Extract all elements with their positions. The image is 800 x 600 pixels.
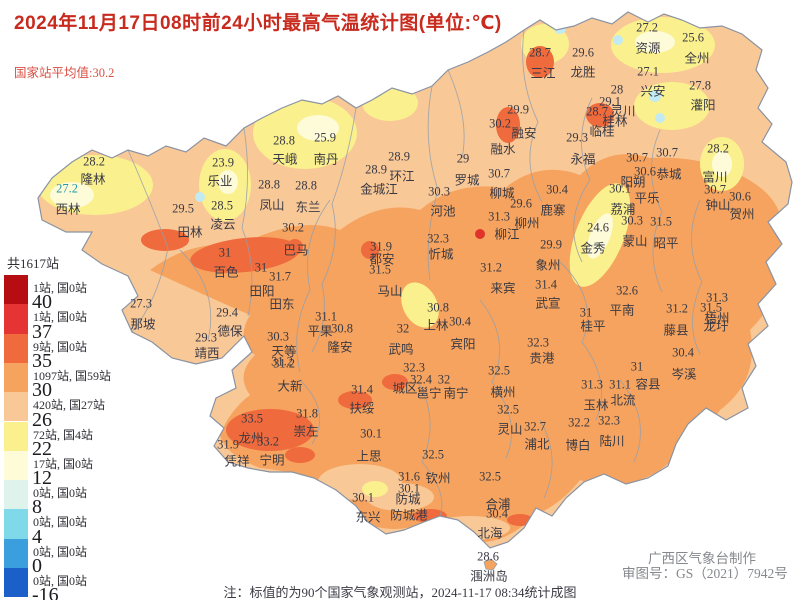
legend-boundary-value: 30: [32, 379, 52, 402]
legend-boundary-value: 40: [32, 291, 52, 314]
page-title: 2024年11月17日08时前24小时最高气温统计图(单位:℃): [14, 13, 502, 34]
legend-color-swatch: [4, 450, 28, 481]
legend-station-count: 72站, 国4站: [33, 427, 94, 442]
legend-station-count: 0站, 国0站: [33, 515, 88, 530]
legend-station-count: 0站, 国0站: [33, 486, 88, 501]
province-outline: [37, 11, 793, 549]
footnote: 注：标值的为90个国家气象观测站，2024-11-17 08:34统计成图: [223, 585, 577, 600]
legend-station-count: 1站, 国0站: [33, 310, 88, 325]
legend-color-swatch: [4, 421, 28, 451]
legend-station-count: 0站, 国0站: [33, 574, 88, 588]
legend-station-count: 420站, 国27站: [33, 398, 106, 413]
legend-station-count: 1097站, 国59站: [33, 368, 112, 383]
legend-color-swatch: [4, 509, 28, 539]
legend-boundary-value: 0: [32, 555, 42, 577]
legend-boundary-value: 4: [32, 525, 42, 548]
legend-station-count: 17站, 国0站: [33, 456, 94, 471]
legend-boundary-value: 22: [32, 437, 52, 460]
legend-boundary-value: 8: [32, 496, 42, 519]
legend-station-count: 9站, 国0站: [33, 339, 88, 354]
legend-color-swatch: [4, 568, 28, 598]
legend-color-swatch: [4, 304, 28, 334]
credit-map-approval-number: 审图号：GS（2021）7942号: [622, 566, 788, 581]
legend-station-count: 0站, 国0站: [33, 544, 88, 559]
legend-total-stations: 共1617站: [7, 256, 60, 271]
legend-boundary-value: 35: [32, 349, 52, 372]
legend-color-swatch: [4, 362, 28, 393]
legend-boundary-value: 12: [32, 467, 52, 490]
legend-station-count: 1站, 国0站: [33, 281, 88, 295]
legend-boundary-value: -16: [32, 584, 59, 600]
credit-producer: 广西区气象台制作: [648, 551, 756, 566]
legend-boundary-value: 37: [32, 320, 52, 343]
legend-boundary-value: 26: [32, 408, 52, 431]
weizhou-island: [483, 558, 498, 571]
national-average-label: 国家站平均值:30.2: [14, 66, 115, 80]
legend-color-swatch: [4, 538, 28, 568]
legend-color-swatch: [4, 392, 28, 422]
legend-color-swatch: [4, 275, 28, 305]
legend-color-swatch: [4, 480, 28, 510]
legend-color-swatch: [4, 333, 28, 363]
